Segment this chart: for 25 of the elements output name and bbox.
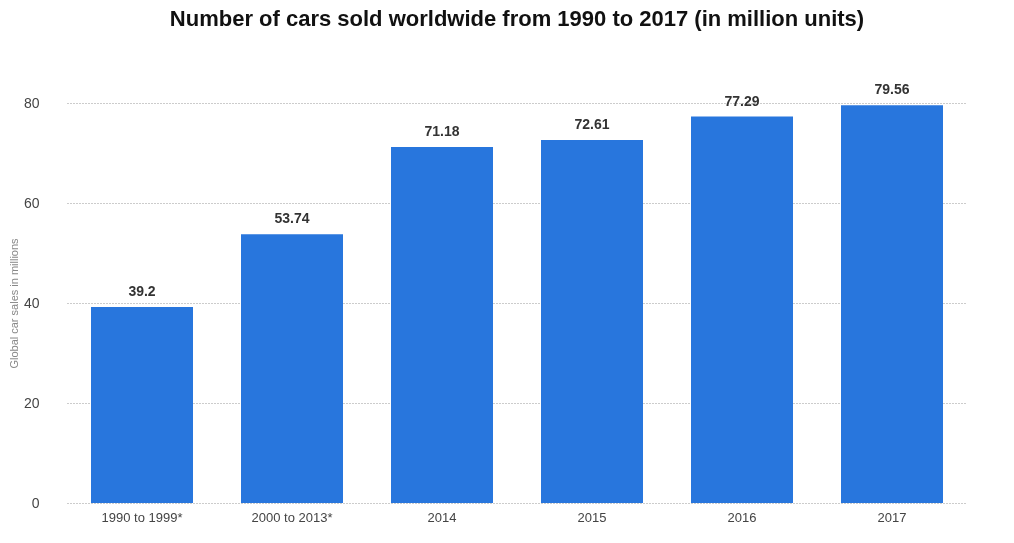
y-tick-label: 0 bbox=[31, 494, 40, 511]
bar bbox=[241, 234, 343, 503]
bar bbox=[391, 147, 493, 503]
x-tick-label: 2017 bbox=[877, 509, 907, 525]
bar bbox=[91, 307, 193, 503]
x-tick-label: 2016 bbox=[727, 509, 757, 525]
data-label: 53.74 bbox=[274, 210, 310, 227]
data-label: 39.2 bbox=[128, 283, 156, 299]
y-tick-label: 40 bbox=[23, 294, 40, 311]
x-tick-label: 2000 to 2013* bbox=[251, 509, 333, 525]
chart-title: Number of cars sold worldwide from 1990 to 2017 (in million units) bbox=[169, 6, 865, 32]
data-label: 72.61 bbox=[574, 115, 610, 132]
y-tick-label: 20 bbox=[23, 394, 40, 411]
bar bbox=[841, 105, 943, 503]
data-label: 71.18 bbox=[424, 123, 460, 140]
data-label: 77.29 bbox=[724, 92, 760, 109]
x-tick-label: 1990 to 1999* bbox=[101, 509, 183, 525]
y-tick-label: 60 bbox=[23, 194, 40, 211]
y-axis-title: Global car sales in millions bbox=[7, 237, 20, 369]
y-tick-label: 80 bbox=[23, 94, 40, 111]
x-tick-label: 2014 bbox=[427, 509, 457, 525]
bar bbox=[541, 139, 643, 503]
bar bbox=[691, 116, 793, 503]
x-tick-label: 2015 bbox=[577, 509, 607, 525]
data-label: 79.56 bbox=[874, 81, 910, 98]
